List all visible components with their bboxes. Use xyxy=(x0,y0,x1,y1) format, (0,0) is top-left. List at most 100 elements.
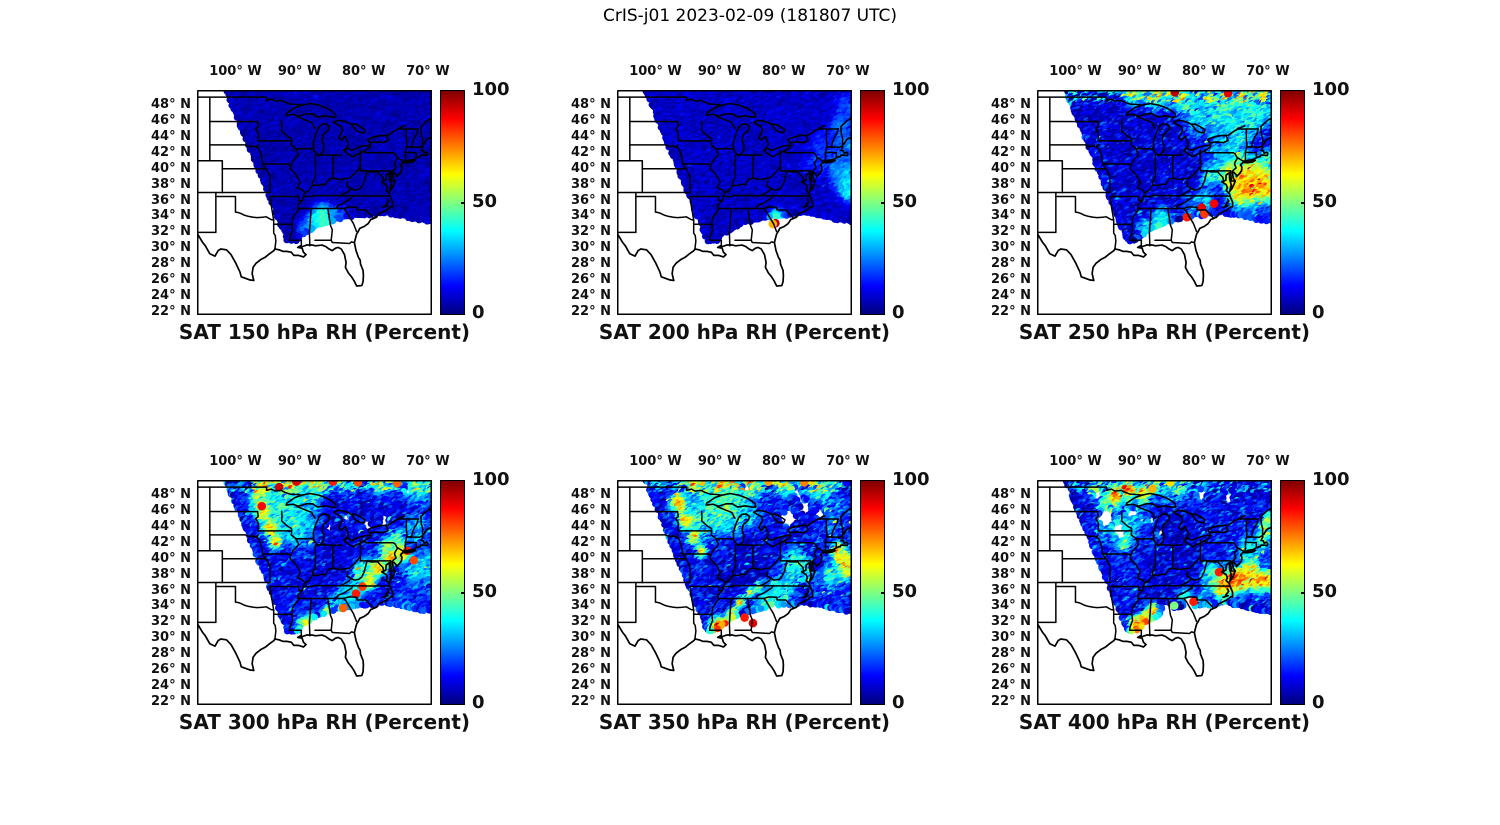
lat-tick-label-4-3: 44° N xyxy=(151,518,191,534)
lat-tick-label-2-13: 24° N xyxy=(571,287,611,303)
lat-tick-label-2-5: 40° N xyxy=(571,160,611,176)
lat-tick-label-3-7: 36° N xyxy=(991,192,1031,208)
colorbar-label-min-3: 0 xyxy=(1312,302,1325,323)
panel-title-150hpa: SAT 150 hPa RH (Percent) xyxy=(178,320,471,344)
lat-tick-label-4-12: 26° N xyxy=(151,662,191,678)
lon-tick-label-4-1: 100° W xyxy=(209,454,262,469)
lat-tick-label-5-5: 40° N xyxy=(571,550,611,566)
lat-tick-label-5-8: 34° N xyxy=(571,598,611,614)
lon-tick-label-5-1: 100° W xyxy=(629,454,682,469)
colorbar-4 xyxy=(440,480,465,705)
lat-tick-label-2-7: 36° N xyxy=(571,192,611,208)
lon-tick-label-2-4: 70° W xyxy=(826,64,870,79)
lat-tick-label-1-4: 42° N xyxy=(151,144,191,160)
panel-title-350hpa: SAT 350 hPa RH (Percent) xyxy=(598,710,891,734)
map-canvas-400hpa xyxy=(1037,480,1272,705)
lon-tick-label-6-1: 100° W xyxy=(1049,454,1102,469)
lat-tick-label-1-6: 38° N xyxy=(151,176,191,192)
lon-tick-label-2-1: 100° W xyxy=(629,64,682,79)
panel-title-250hpa: SAT 250 hPa RH (Percent) xyxy=(1018,320,1311,344)
panel-title-400hpa: SAT 400 hPa RH (Percent) xyxy=(1018,710,1311,734)
lat-tick-label-5-7: 36° N xyxy=(571,582,611,598)
lon-tick-label-1-3: 80° W xyxy=(341,64,386,79)
colorbar-midtick-5 xyxy=(881,591,885,594)
lat-tick-label-6-2: 46° N xyxy=(991,503,1031,518)
lat-tick-label-1-12: 26° N xyxy=(151,272,191,288)
lon-tick-label-1-2: 90° W xyxy=(277,64,322,79)
lat-tick-label-1-3: 44° N xyxy=(151,128,191,144)
colorbar-label-max-2: 100 xyxy=(892,79,930,100)
lon-tick-label-1-4: 70° W xyxy=(406,64,450,79)
colorbar-midtick-2 xyxy=(881,201,885,204)
lat-tick-label-1-13: 24° N xyxy=(151,287,191,303)
lat-tick-label-3-1: 48° N xyxy=(991,97,1031,113)
lat-tick-label-5-6: 38° N xyxy=(571,566,611,582)
colorbar-label-max-4: 100 xyxy=(472,469,510,490)
panel-title-300hpa: SAT 300 hPa RH (Percent) xyxy=(178,710,471,734)
lat-tick-label-4-5: 40° N xyxy=(151,550,191,566)
colorbar-label-min-5: 0 xyxy=(892,692,905,713)
colorbar-label-max-5: 100 xyxy=(892,469,930,490)
lat-tick-label-1-11: 28° N xyxy=(151,256,191,272)
lat-tick-label-1-10: 30° N xyxy=(151,240,191,256)
lon-tick-label-1-1: 100° W xyxy=(209,64,262,79)
lat-tick-label-5-13: 24° N xyxy=(571,677,611,693)
colorbar-label-min-6: 0 xyxy=(1312,692,1325,713)
lat-tick-label-2-11: 28° N xyxy=(571,256,611,272)
lat-tick-label-3-5: 40° N xyxy=(991,160,1031,176)
lon-tick-label-5-3: 80° W xyxy=(761,454,806,469)
colorbar-label-mid-3: 50 xyxy=(1312,190,1338,212)
lon-tick-label-3-3: 80° W xyxy=(1181,64,1226,79)
lat-tick-label-5-1: 48° N xyxy=(571,487,611,503)
lon-tick-label-6-4: 70° W xyxy=(1246,454,1290,469)
colorbar-label-mid-1: 50 xyxy=(472,190,498,212)
lat-tick-label-4-9: 32° N xyxy=(151,614,191,630)
colorbar-3 xyxy=(1280,90,1305,315)
lat-tick-label-6-11: 28° N xyxy=(991,646,1031,662)
lat-tick-label-3-3: 44° N xyxy=(991,128,1031,144)
figure-title: CrIS-j01 2023-02-09 (181807 UTC) xyxy=(602,6,898,26)
lat-tick-label-4-4: 42° N xyxy=(151,534,191,550)
lat-tick-label-4-14: 22° N xyxy=(151,693,191,709)
map-canvas-250hpa xyxy=(1037,90,1272,315)
lat-tick-label-2-4: 42° N xyxy=(571,144,611,160)
lon-tick-label-5-2: 90° W xyxy=(697,454,742,469)
lat-tick-label-5-9: 32° N xyxy=(571,614,611,630)
lat-tick-label-3-4: 42° N xyxy=(991,144,1031,160)
lon-tick-label-4-4: 70° W xyxy=(406,454,450,469)
colorbar-label-mid-4: 50 xyxy=(472,580,498,602)
map-canvas-300hpa xyxy=(197,480,432,705)
lat-tick-label-3-14: 22° N xyxy=(991,303,1031,319)
panel-title-200hpa: SAT 200 hPa RH (Percent) xyxy=(598,320,891,344)
lon-tick-label-3-2: 90° W xyxy=(1117,64,1162,79)
lat-tick-label-4-11: 28° N xyxy=(151,646,191,662)
lat-tick-label-4-6: 38° N xyxy=(151,566,191,582)
lat-tick-label-2-10: 30° N xyxy=(571,240,611,256)
lon-tick-label-5-4: 70° W xyxy=(826,454,870,469)
lat-tick-label-4-8: 34° N xyxy=(151,598,191,614)
lat-tick-label-6-10: 30° N xyxy=(991,630,1031,646)
lon-tick-label-4-3: 80° W xyxy=(341,454,386,469)
lat-tick-label-1-2: 46° N xyxy=(151,113,191,128)
map-canvas-350hpa xyxy=(617,480,852,705)
lat-tick-label-6-12: 26° N xyxy=(991,662,1031,678)
lat-tick-label-3-12: 26° N xyxy=(991,272,1031,288)
lat-tick-label-2-6: 38° N xyxy=(571,176,611,192)
lat-tick-label-3-6: 38° N xyxy=(991,176,1031,192)
lat-tick-label-6-7: 36° N xyxy=(991,582,1031,598)
colorbar-label-mid-5: 50 xyxy=(892,580,918,602)
lat-tick-label-5-11: 28° N xyxy=(571,646,611,662)
colorbar-midtick-3 xyxy=(1301,201,1305,204)
colorbar-midtick-6 xyxy=(1301,591,1305,594)
lat-tick-label-2-8: 34° N xyxy=(571,208,611,224)
colorbar-2 xyxy=(860,90,885,315)
lat-tick-label-3-13: 24° N xyxy=(991,287,1031,303)
lat-tick-label-5-14: 22° N xyxy=(571,693,611,709)
map-canvas-200hpa xyxy=(617,90,852,315)
lon-tick-label-2-2: 90° W xyxy=(697,64,742,79)
lat-tick-label-6-6: 38° N xyxy=(991,566,1031,582)
lat-tick-label-1-9: 32° N xyxy=(151,224,191,240)
lat-tick-label-5-4: 42° N xyxy=(571,534,611,550)
lat-tick-label-4-10: 30° N xyxy=(151,630,191,646)
